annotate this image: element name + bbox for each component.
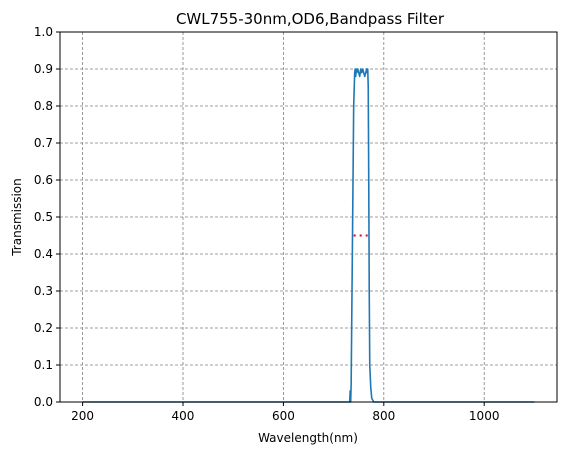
x-tick-label: 600: [272, 409, 295, 423]
x-axis-label: Wavelength(nm): [258, 431, 358, 445]
chart-title: CWL755-30nm,OD6,Bandpass Filter: [176, 10, 445, 28]
y-tick-label: 0.3: [34, 284, 53, 298]
x-tick-label: 400: [172, 409, 195, 423]
x-tick-label: 800: [372, 409, 395, 423]
y-tick-label: 0.8: [34, 99, 53, 113]
y-tick-label: 0.4: [34, 247, 53, 261]
y-tick-label: 1.0: [34, 25, 53, 39]
axis-ticks: 200 400 600 800 1000 0.0 0.1 0.2 0.3 0.4 0.5 0.6 0.7…: [34, 25, 500, 423]
y-tick-label: 0.2: [34, 321, 53, 335]
y-tick-label: 0.5: [34, 210, 53, 224]
x-tick-label: 1000: [469, 409, 500, 423]
y-tick-label: 0.1: [34, 358, 53, 372]
y-tick-label: 0.6: [34, 173, 53, 187]
x-tick-label: 200: [71, 409, 94, 423]
y-axis-label: Transmission: [10, 178, 24, 257]
y-tick-label: 0.9: [34, 62, 53, 76]
y-tick-label: 0.0: [34, 395, 53, 409]
y-tick-label: 0.7: [34, 136, 53, 150]
